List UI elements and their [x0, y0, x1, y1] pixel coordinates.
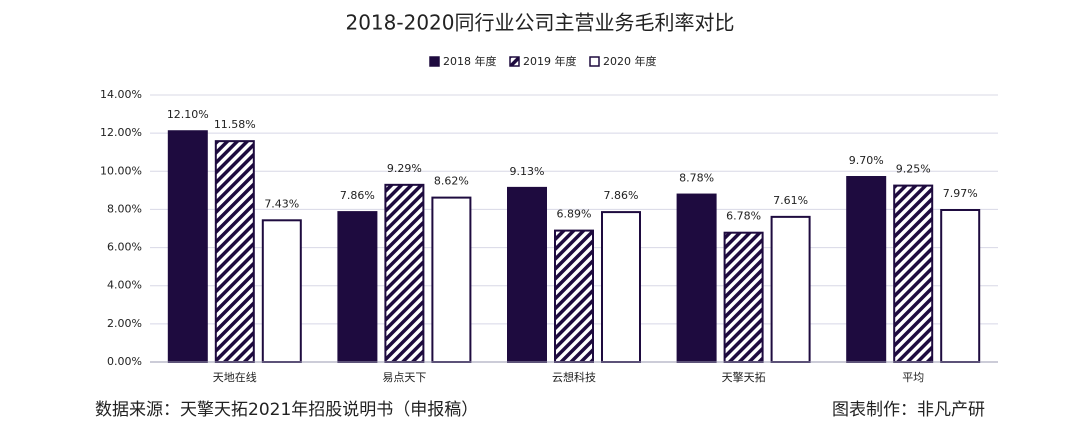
y-tick-label: 8.00%	[107, 202, 142, 215]
credit-note: 图表制作：非凡产研	[832, 400, 985, 420]
data-label: 9.70%	[849, 154, 884, 167]
bar	[261, 219, 302, 363]
y-tick-label: 12.00%	[100, 126, 142, 139]
bar	[167, 130, 208, 363]
bar	[846, 176, 887, 363]
y-tick-label: 4.00%	[107, 279, 142, 292]
data-label: 7.61%	[773, 194, 808, 207]
y-tick-label: 10.00%	[100, 164, 142, 177]
legend-label: 2019 年度	[523, 54, 577, 68]
data-label: 12.10%	[167, 108, 209, 121]
legend-swatch	[429, 56, 440, 67]
legend-swatch	[589, 56, 600, 67]
chart-title: 2018-2020同行业公司主营业务毛利率对比	[345, 11, 734, 35]
bar	[723, 231, 764, 363]
data-label: 9.29%	[387, 162, 422, 175]
y-tick-label: 6.00%	[107, 241, 142, 254]
data-label: 7.86%	[340, 189, 375, 202]
y-tick-label: 14.00%	[100, 88, 142, 101]
data-label: 6.78%	[726, 210, 761, 223]
bar	[676, 193, 717, 363]
data-label: 7.86%	[604, 189, 639, 202]
y-tick-label: 0.00%	[107, 355, 142, 368]
x-tick-label: 天地在线	[213, 370, 257, 384]
bar	[214, 140, 255, 363]
data-label: 7.97%	[943, 187, 978, 200]
source-note: 数据来源：天擎天拓2021年招股说明书（申报稿）	[95, 400, 478, 420]
bar	[507, 186, 547, 363]
data-label: 11.58%	[214, 118, 256, 131]
bar	[384, 183, 425, 363]
bar	[770, 215, 811, 363]
y-tick-label: 2.00%	[107, 317, 142, 330]
data-label: 8.78%	[679, 172, 714, 185]
legend-label: 2018 年度	[443, 54, 497, 68]
legend-label: 2020 年度	[603, 54, 657, 68]
bar	[431, 196, 472, 363]
bar	[554, 229, 594, 363]
data-label: 6.89%	[557, 208, 592, 221]
legend-swatch	[509, 56, 520, 67]
x-tick-label: 天擎天拓	[722, 370, 766, 384]
data-label: 9.25%	[896, 163, 931, 176]
bar	[940, 209, 981, 363]
data-label: 7.43%	[264, 197, 299, 210]
x-tick-label: 易点天下	[382, 371, 426, 384]
x-tick-label: 平均	[902, 371, 924, 384]
bar	[893, 184, 934, 363]
x-tick-label: 云想科技	[552, 370, 596, 384]
bar	[601, 211, 641, 363]
bar	[337, 211, 378, 363]
data-label: 8.62%	[434, 175, 469, 188]
data-label: 9.13%	[510, 165, 545, 178]
